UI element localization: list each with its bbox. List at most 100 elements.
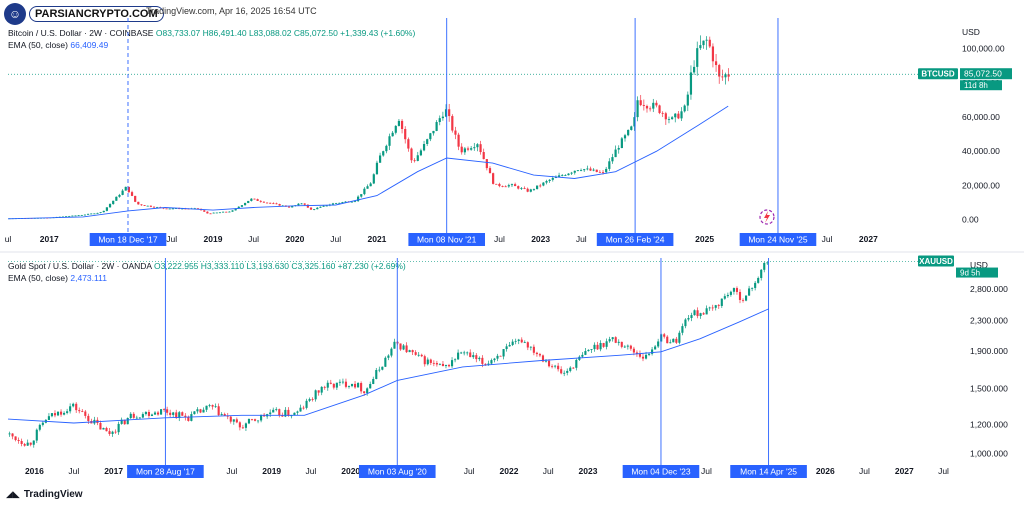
gold-candle: [350, 383, 354, 388]
gold-candle-body: [29, 442, 32, 445]
gold-candle: [454, 358, 457, 363]
btc-candle-body: [313, 209, 316, 210]
btc-candle-body: [482, 152, 485, 160]
btc-candle-body: [526, 188, 529, 192]
btc-candle: [485, 159, 488, 171]
btc-ema-label[interactable]: EMA (50, close): [8, 40, 68, 50]
gold-candle-body: [293, 412, 296, 416]
btc-candle: [68, 215, 71, 217]
gold-candle-body: [344, 381, 348, 387]
btc-candle-body: [636, 100, 639, 118]
gold-candle-body: [353, 383, 357, 388]
btc-candle-body: [680, 111, 683, 119]
btc-candle-body: [156, 207, 159, 208]
gold-candle-body: [187, 417, 190, 421]
btc-candle-body: [127, 186, 130, 193]
gold-candle-body: [69, 406, 72, 412]
btc-currency-label: USD: [962, 27, 980, 37]
gold-candle-body: [123, 419, 126, 425]
gold-candle-body: [166, 409, 169, 413]
gold-candle: [687, 315, 690, 322]
btc-marker-label-bg: [739, 233, 817, 246]
btc-candle-body: [391, 132, 394, 137]
gold-candle-body: [520, 339, 523, 343]
gold-candle: [102, 427, 105, 430]
gold-candle-body: [460, 352, 463, 354]
gold-candle-body: [402, 345, 405, 350]
btc-candle: [714, 53, 718, 72]
gold-candle-body: [514, 340, 517, 342]
gold-candle: [460, 351, 463, 354]
gold-candle: [220, 412, 223, 416]
gold-candle-body: [284, 409, 287, 417]
btc-candle: [253, 198, 256, 200]
gold-candle-body: [175, 412, 178, 418]
gold-candle-body: [253, 419, 257, 421]
btc-candle-body: [278, 203, 281, 206]
gold-candle: [744, 295, 748, 302]
gold-y-tick: 2,300.000: [970, 315, 1008, 325]
btc-symbol-label[interactable]: Bitcoin / U.S. Dollar · 2W · COINBASE: [8, 28, 154, 38]
btc-candle: [265, 202, 269, 204]
gold-candle-body: [544, 360, 548, 362]
gold-candle-body: [241, 427, 244, 429]
btc-candle: [426, 138, 429, 147]
btc-candle-body: [112, 200, 115, 205]
gold-candle: [720, 298, 723, 308]
btc-candle-body: [514, 184, 517, 187]
gold-candle-body: [156, 412, 160, 415]
btc-candle: [130, 190, 134, 197]
btc-candle: [664, 111, 667, 125]
btc-x-label: 2025: [695, 234, 714, 244]
btc-candle-body: [692, 66, 696, 73]
gold-candle-body: [672, 338, 675, 343]
gold-candle: [569, 366, 572, 373]
gold-badge-symbol-bg: [918, 255, 954, 267]
btc-candle-body: [309, 207, 313, 210]
btc-candle-body: [86, 213, 90, 215]
btc-candle-body: [350, 201, 353, 203]
gold-candle-body: [317, 390, 320, 393]
brand-logo[interactable]: ☺ PARSIANCRYPTO.COM: [4, 3, 164, 25]
gold-candle: [450, 357, 454, 368]
btc-candle: [567, 173, 570, 176]
gold-symbol-label[interactable]: Gold Spot / U.S. Dollar · 2W · OANDA: [8, 261, 152, 271]
btc-candle-body: [291, 206, 294, 208]
gold-candle: [629, 344, 632, 351]
gold-ema-label[interactable]: EMA (50, close): [8, 273, 68, 283]
btc-candle: [614, 145, 617, 158]
gold-candle: [414, 350, 417, 356]
gold-candle: [47, 413, 50, 420]
gold-candle-body: [702, 313, 705, 315]
gold-candle: [296, 410, 299, 416]
btc-candle: [492, 172, 495, 185]
btc-candle: [357, 195, 360, 203]
btc-candle: [80, 214, 83, 216]
btc-candle-body: [74, 215, 77, 217]
gold-candle: [129, 412, 132, 419]
gold-candle: [335, 382, 338, 390]
btc-candle: [400, 119, 404, 134]
gold-x-label: 2023: [579, 466, 598, 476]
btc-x-label: Jul: [330, 234, 341, 244]
btc-candle: [127, 186, 130, 194]
gold-candle: [684, 318, 687, 329]
btc-candle: [570, 171, 573, 175]
btc-candle-body: [441, 116, 444, 119]
btc-candle: [645, 104, 649, 113]
gold-candle: [238, 421, 241, 431]
gold-candle: [666, 335, 669, 344]
gold-candle-body: [81, 411, 84, 412]
gold-candle-body: [690, 315, 693, 318]
btc-candle: [438, 115, 441, 126]
btc-candle: [589, 166, 592, 171]
btc-candle-body: [671, 117, 674, 120]
gold-candle: [199, 408, 202, 414]
gold-candle: [329, 379, 332, 385]
gold-candle: [305, 398, 308, 410]
gold-candle: [472, 352, 475, 359]
btc-candle: [165, 208, 168, 210]
btc-candle-body: [146, 205, 149, 207]
btc-candle-body: [689, 72, 693, 95]
